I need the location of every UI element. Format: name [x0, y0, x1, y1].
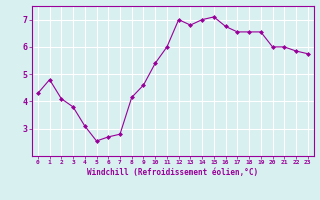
X-axis label: Windchill (Refroidissement éolien,°C): Windchill (Refroidissement éolien,°C)	[87, 168, 258, 177]
